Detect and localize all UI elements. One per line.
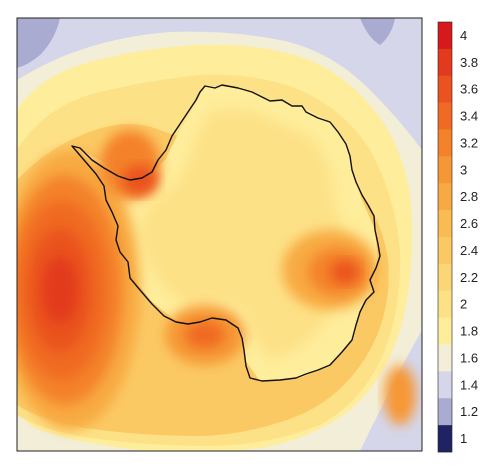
colorbar-tick-label: 1 xyxy=(460,431,467,446)
contour-peninsula-2 xyxy=(122,165,158,195)
contour-lavender-top xyxy=(17,18,422,150)
colorbar-tick-label: 3 xyxy=(460,162,467,177)
map-frame xyxy=(16,17,423,452)
colorbar-tick-label: 3.2 xyxy=(460,135,478,150)
contour-west-5 xyxy=(42,256,78,324)
colorbar-tick-label: 3.8 xyxy=(460,55,478,70)
colorbar-swatch xyxy=(438,48,452,77)
contour-lavender-deep-topright xyxy=(360,18,395,45)
colorbar-swatch xyxy=(438,156,452,184)
colorbar-swatch xyxy=(438,129,452,157)
contour-south-orange-2 xyxy=(185,321,225,349)
colorbar-swatch xyxy=(438,75,452,103)
colorbar-tick-label: 2.6 xyxy=(460,216,478,231)
colorbar-swatch xyxy=(438,22,452,50)
colorbar-swatch xyxy=(438,344,452,372)
colorbar-tick-label: 2.2 xyxy=(460,270,478,285)
colorbar-tick-label: 3.6 xyxy=(460,82,478,97)
colorbar-swatch xyxy=(438,425,452,453)
map-panel xyxy=(16,17,423,452)
colorbar-swatch xyxy=(438,263,452,292)
colorbar-tick-label: 1.4 xyxy=(460,377,478,392)
colorbar-swatch xyxy=(438,290,452,318)
contour-field xyxy=(17,18,422,451)
colorbar-tick-label: 3.4 xyxy=(460,109,478,124)
colorbar-tick-label: 1.6 xyxy=(460,350,478,365)
colorbar: 4 3.8 3.6 3.4 3.2 3 2.8 2.6 2.4 2.2 2 1.8 1.6 1.4 1.2 1 xyxy=(437,21,478,453)
contour-lavender-deep-topleft xyxy=(17,18,60,68)
colorbar-swatch xyxy=(438,102,452,130)
colorbar-swatch xyxy=(438,183,452,211)
colorbar-tick-label: 1.2 xyxy=(460,404,478,419)
colorbar-tick-label: 4 xyxy=(460,28,467,43)
colorbar-tick-label: 1.8 xyxy=(460,324,478,339)
antarctica-coastline xyxy=(71,84,381,382)
contour-bottom-right-orange xyxy=(384,365,416,425)
colorbar-frame xyxy=(437,21,453,453)
colorbar-swatch xyxy=(438,237,452,265)
colorbar-tick-label: 2 xyxy=(460,297,467,312)
contour-east-orange-core xyxy=(331,260,359,284)
colorbar-swatch xyxy=(438,371,452,399)
colorbar-swatch xyxy=(438,210,452,238)
colorbar-swatch xyxy=(438,317,452,345)
colorbar-swatch xyxy=(438,398,452,426)
colorbar-tick-label: 2.4 xyxy=(460,243,478,258)
colorbar-tick-label: 2.8 xyxy=(460,189,478,204)
